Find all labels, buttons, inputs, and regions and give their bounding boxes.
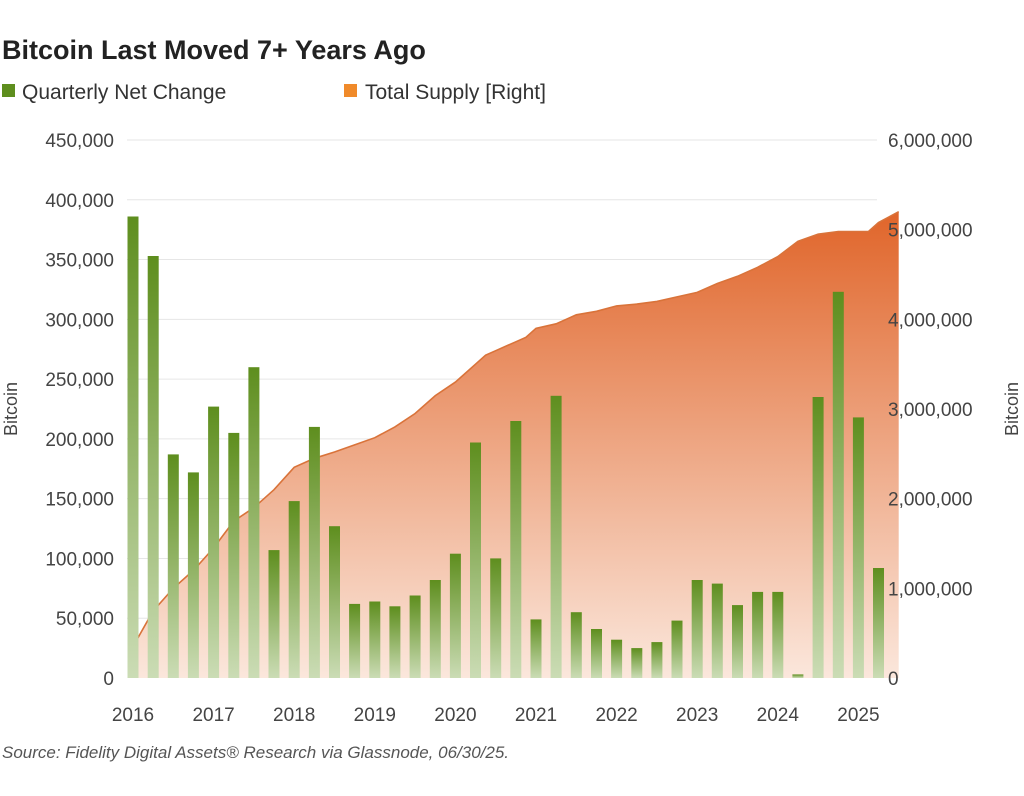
y-tick-right: 3,000,000 bbox=[888, 400, 973, 421]
bar bbox=[852, 417, 864, 678]
bar bbox=[631, 648, 643, 678]
x-tick: 2025 bbox=[837, 705, 879, 726]
y-axis-left: 0 50,000 100,000 150,000 200,000 250,000 300,0… bbox=[45, 131, 114, 690]
x-tick: 2017 bbox=[192, 705, 234, 726]
bar bbox=[389, 606, 401, 678]
bar bbox=[711, 583, 723, 678]
y-tick-right: 2,000,000 bbox=[888, 490, 973, 511]
bar bbox=[732, 605, 743, 678]
x-tick: 2016 bbox=[112, 705, 154, 726]
y-tick-right: 6,000,000 bbox=[888, 131, 973, 152]
bar bbox=[671, 620, 683, 678]
legend-swatch-bars bbox=[2, 84, 15, 97]
x-axis: 2016 2017 2018 2019 2020 2021 2022 2023 2024 2025 bbox=[112, 705, 880, 726]
bar bbox=[530, 619, 542, 678]
bar bbox=[792, 674, 804, 678]
y-axis-label-left: Bitcoin bbox=[1, 382, 21, 436]
bar bbox=[772, 591, 784, 678]
y-tick-left: 250,000 bbox=[45, 370, 114, 391]
source-note: Source: Fidelity Digital Assets® Researc… bbox=[2, 743, 509, 762]
x-tick: 2018 bbox=[273, 705, 315, 726]
bar bbox=[208, 406, 220, 678]
y-tick-left: 300,000 bbox=[45, 310, 114, 331]
bar bbox=[449, 553, 461, 678]
y-tick-left: 200,000 bbox=[45, 430, 114, 451]
x-tick: 2023 bbox=[676, 705, 718, 726]
legend-label-area: Total Supply [Right] bbox=[365, 81, 546, 104]
legend-swatch-area bbox=[344, 84, 357, 97]
y-tick-left: 450,000 bbox=[45, 131, 114, 152]
bar bbox=[591, 629, 602, 678]
bar bbox=[812, 397, 824, 678]
x-tick: 2020 bbox=[434, 705, 476, 726]
y-tick-left: 100,000 bbox=[45, 549, 114, 570]
bar bbox=[832, 291, 844, 678]
bar bbox=[470, 442, 481, 678]
bar bbox=[490, 558, 502, 678]
bar bbox=[308, 426, 320, 678]
y-tick-left: 350,000 bbox=[45, 251, 114, 272]
y-tick-left: 0 bbox=[103, 669, 114, 690]
bar bbox=[127, 216, 139, 678]
bar bbox=[409, 595, 421, 678]
y-axis-right: 0 1,000,000 2,000,000 3,000,000 4,000,000 5,0… bbox=[888, 131, 973, 690]
bar bbox=[288, 501, 300, 678]
chart-title: Bitcoin Last Moved 7+ Years Ago bbox=[2, 35, 426, 65]
bar bbox=[369, 601, 381, 678]
bar bbox=[611, 639, 623, 678]
y-tick-left: 50,000 bbox=[56, 609, 114, 630]
x-tick: 2024 bbox=[757, 705, 800, 726]
bar bbox=[550, 395, 562, 678]
y-tick-right: 5,000,000 bbox=[888, 221, 973, 242]
y-tick-right: 0 bbox=[888, 669, 899, 690]
y-tick-left: 150,000 bbox=[45, 490, 114, 511]
bar bbox=[510, 421, 522, 678]
bar bbox=[651, 642, 663, 678]
bar bbox=[349, 603, 361, 678]
bar bbox=[248, 367, 260, 678]
bar bbox=[268, 550, 280, 678]
x-tick: 2022 bbox=[595, 705, 637, 726]
x-tick: 2021 bbox=[515, 705, 557, 726]
y-tick-right: 1,000,000 bbox=[888, 579, 973, 600]
bar bbox=[429, 580, 441, 678]
legend-label-bars: Quarterly Net Change bbox=[22, 81, 226, 104]
bar bbox=[570, 612, 582, 678]
legend: Quarterly Net Change Total Supply [Right… bbox=[2, 81, 546, 104]
y-axis-label-right: Bitcoin bbox=[1002, 382, 1022, 436]
bar bbox=[187, 472, 199, 678]
bar bbox=[329, 526, 340, 678]
bar bbox=[147, 256, 159, 678]
bar bbox=[228, 432, 240, 678]
bar bbox=[873, 568, 884, 678]
bar bbox=[167, 454, 179, 678]
bar bbox=[691, 580, 703, 678]
quarterly-net-change-bars bbox=[127, 216, 884, 678]
y-tick-right: 4,000,000 bbox=[888, 310, 973, 331]
total-supply-line bbox=[132, 210, 900, 647]
bar bbox=[752, 591, 764, 678]
y-tick-left: 400,000 bbox=[45, 191, 114, 212]
x-tick: 2019 bbox=[354, 705, 396, 726]
